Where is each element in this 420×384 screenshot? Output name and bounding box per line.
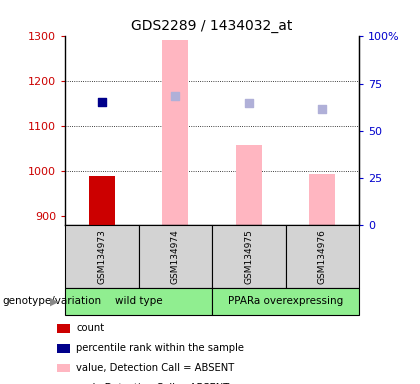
Text: rank, Detection Call = ABSENT: rank, Detection Call = ABSENT [76, 383, 230, 384]
Text: GSM134973: GSM134973 [97, 229, 106, 284]
Text: genotype/variation: genotype/variation [2, 296, 101, 306]
Text: GSM134976: GSM134976 [318, 229, 327, 284]
Title: GDS2289 / 1434032_at: GDS2289 / 1434032_at [131, 19, 293, 33]
Text: wild type: wild type [115, 296, 163, 306]
Bar [163, 40, 188, 225]
Bar [310, 174, 335, 225]
Bar [236, 145, 262, 225]
Bar [89, 176, 115, 225]
Point [172, 93, 179, 99]
Point [245, 100, 252, 106]
Text: percentile rank within the sample: percentile rank within the sample [76, 343, 244, 353]
Point [98, 99, 105, 106]
Text: count: count [76, 323, 105, 333]
Text: GSM134974: GSM134974 [171, 229, 180, 284]
Text: ▶: ▶ [50, 296, 59, 306]
Text: value, Detection Call = ABSENT: value, Detection Call = ABSENT [76, 363, 235, 373]
Text: PPARa overexpressing: PPARa overexpressing [228, 296, 343, 306]
Text: GSM134975: GSM134975 [244, 229, 253, 284]
Point [319, 106, 326, 112]
